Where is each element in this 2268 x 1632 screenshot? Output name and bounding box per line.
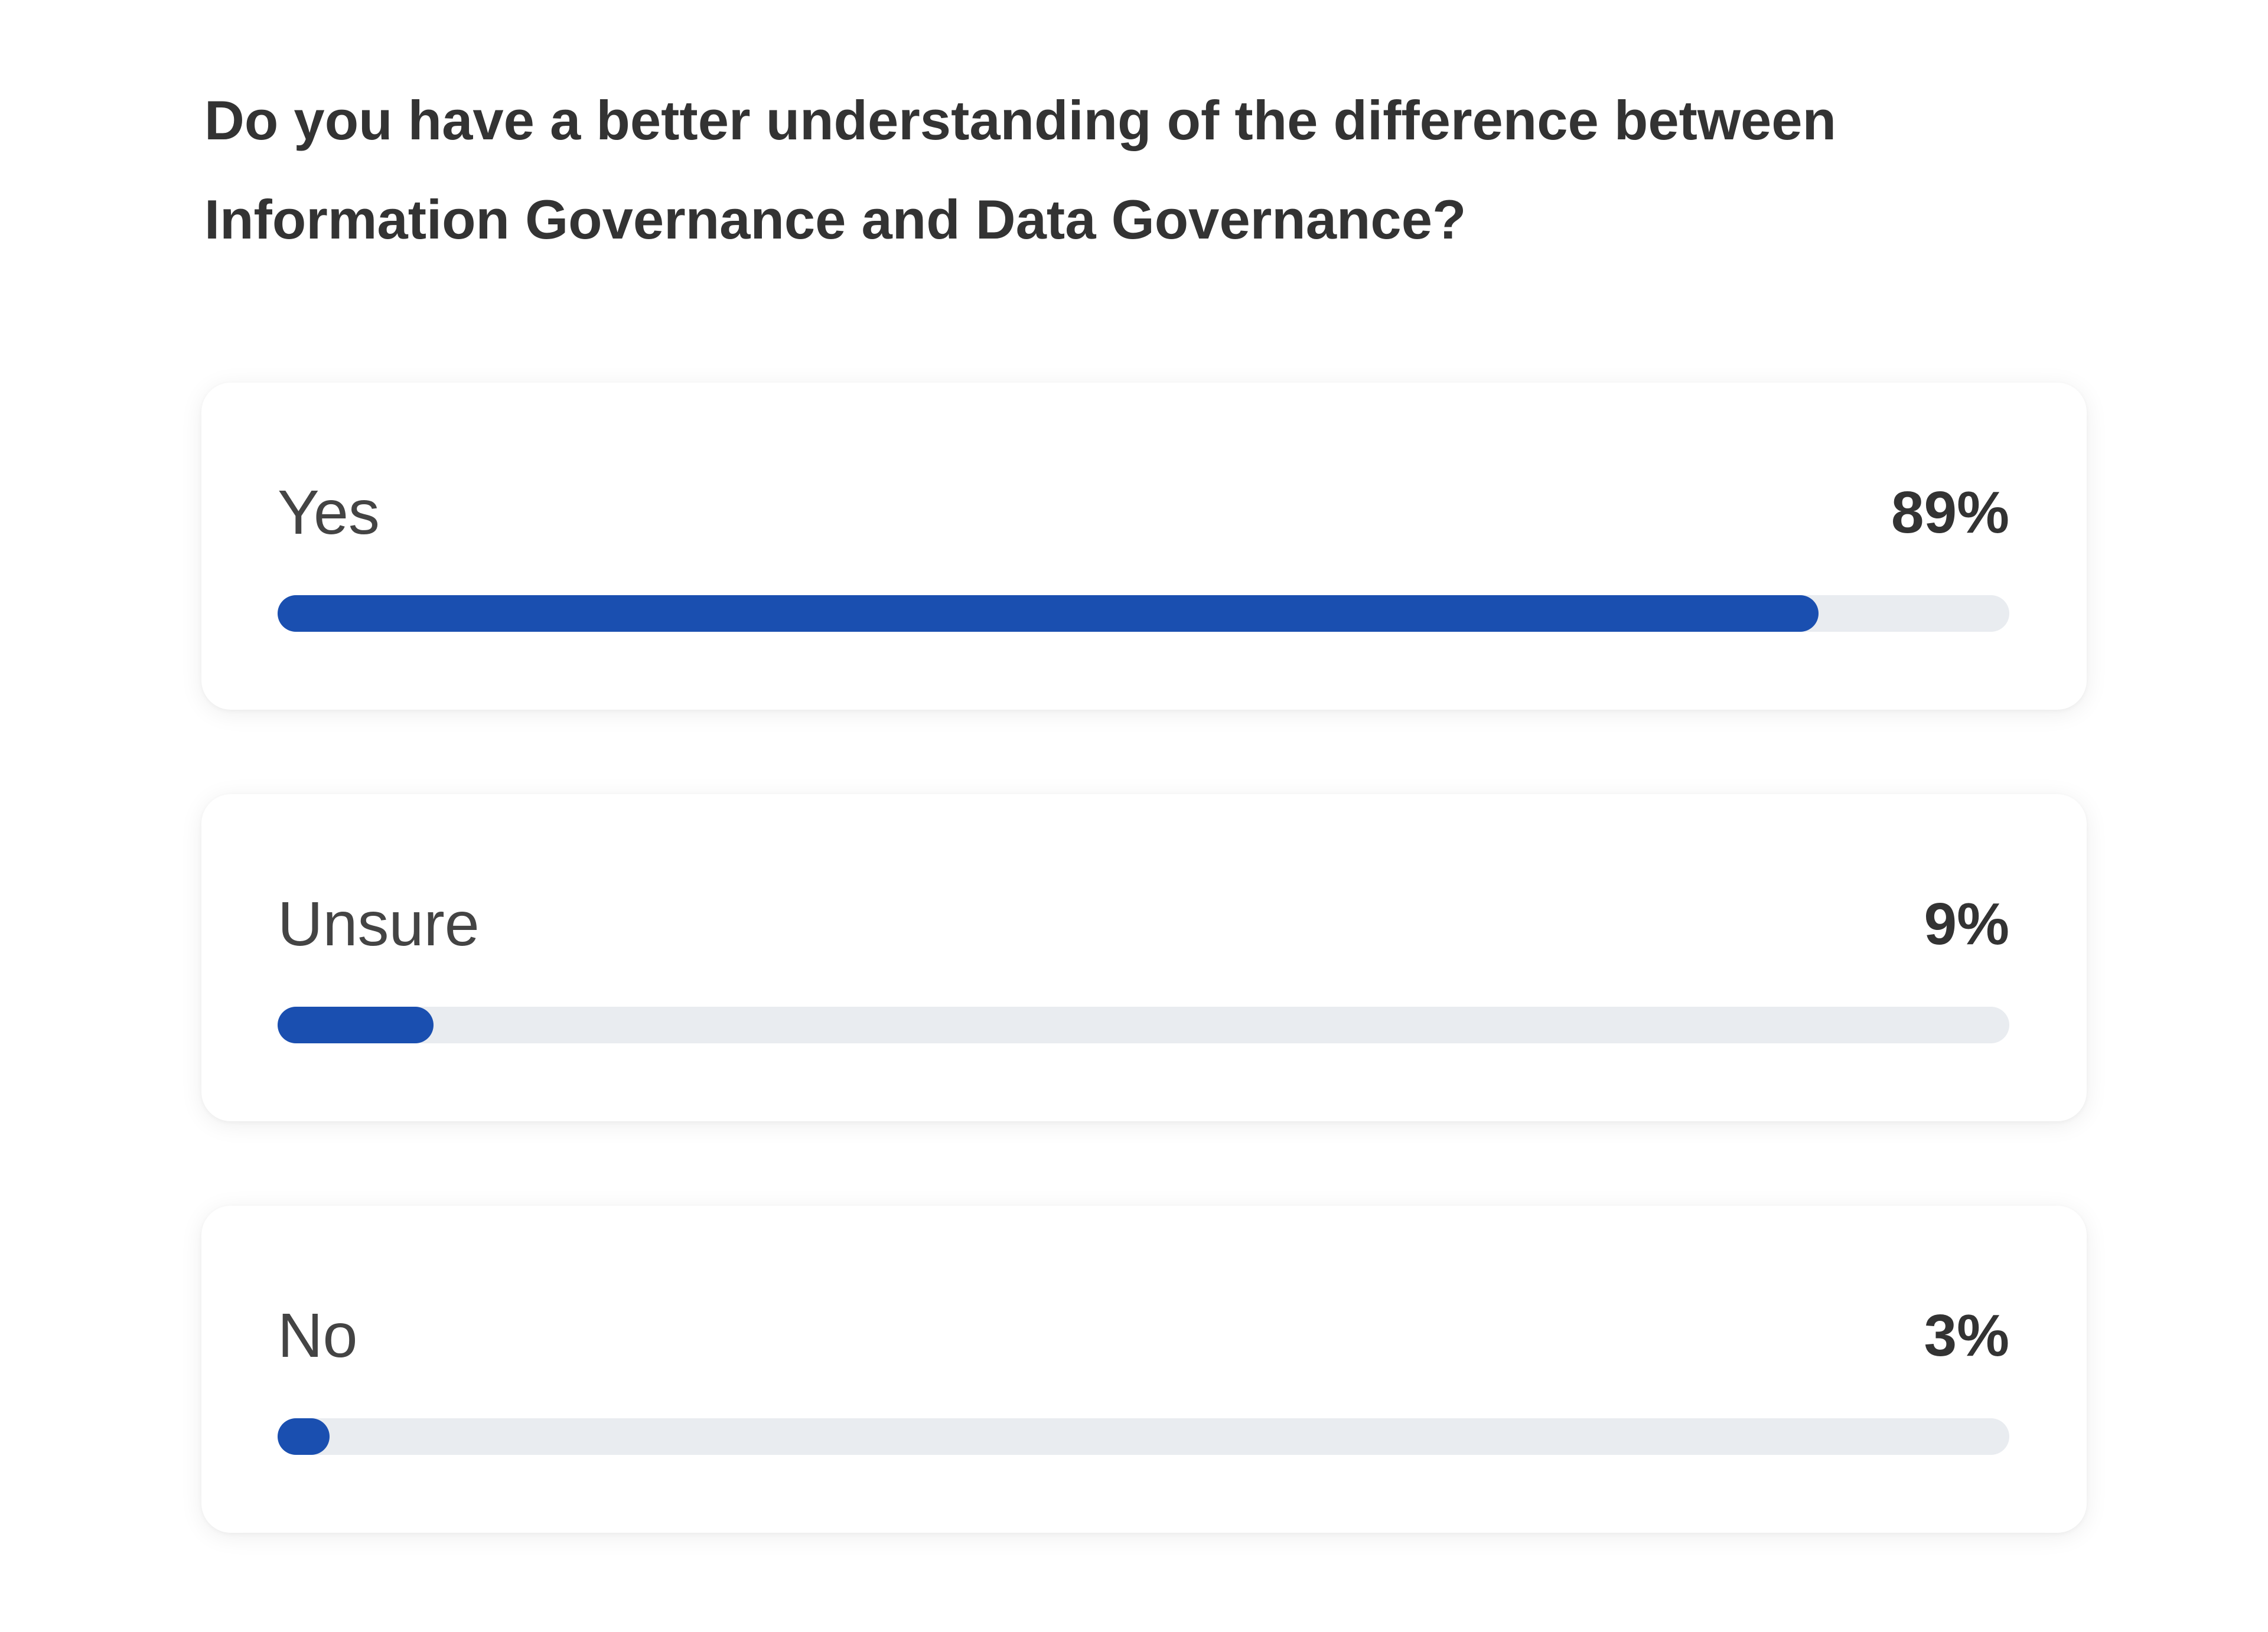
question-title: Do you have a better understanding of th… [204,89,1836,250]
result-bar [278,595,1819,632]
result-bar [278,1418,330,1455]
result-bar [278,1007,434,1043]
option-card: No 3% [201,1206,2087,1533]
bar-track [278,1418,2009,1455]
bar-track [278,595,2009,632]
bar-track [278,1007,2009,1043]
option-label: No [278,1301,358,1370]
option-label: Yes [278,478,380,547]
option-percent: 89% [1891,479,2009,546]
option-percent: 9% [1924,891,2009,957]
option-card: Yes 89% [201,383,2087,710]
option-percent: 3% [1924,1303,2009,1369]
option-card: Unsure 9% [201,794,2087,1121]
option-label: Unsure [278,889,480,959]
